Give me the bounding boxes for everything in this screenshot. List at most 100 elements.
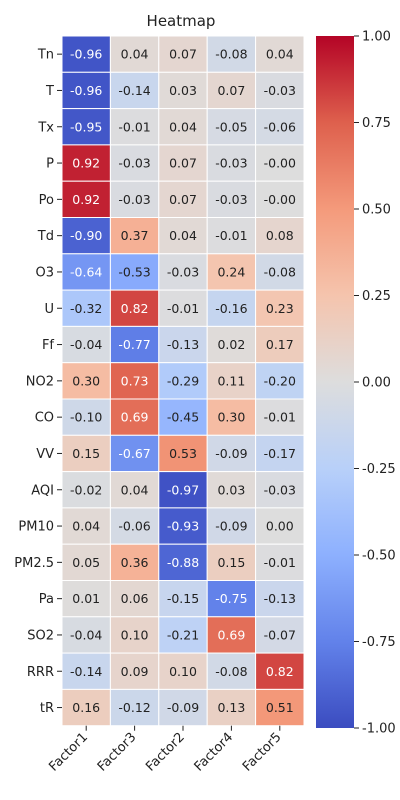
column-label: Factor5 (240, 730, 285, 775)
cell-value-label: -0.01 (167, 301, 199, 316)
heatmap-cell (158, 398, 208, 436)
colorbar: 1.00 0.75 0.50 0.25 0.00 -0.25 -0.50 -0.75 -1.00 (316, 30, 396, 737)
cell-value-label: 0.82 (266, 664, 294, 679)
cell-value-label: 0.23 (266, 301, 294, 316)
cell-value-label: -0.20 (264, 373, 296, 388)
cell-value-label: 0.13 (217, 700, 245, 715)
row-label: PM10 (18, 520, 54, 535)
cell-value-labels: -0.96 0.04 0.07 -0.08 0.04 -0.96 -0.14 0.03 0.07… (70, 47, 296, 715)
heatmap-cell (206, 616, 257, 654)
heatmap-cell (61, 507, 111, 545)
cell-value-label: -0.03 (118, 192, 150, 207)
cell-value-label: 0.16 (72, 700, 100, 715)
colorbar-tick-label: -0.75 (362, 635, 396, 650)
row-label: Td (37, 229, 54, 244)
cell-value-label: 0.11 (217, 373, 245, 388)
cell-value-label: -0.01 (118, 119, 150, 134)
heatmap-cell (158, 180, 208, 218)
heatmap-cell (206, 108, 257, 146)
cell-value-label: -0.45 (167, 410, 199, 425)
heatmap-cell (61, 253, 111, 291)
cell-value-label: -0.96 (70, 47, 102, 62)
cell-value-label: 0.10 (121, 627, 149, 642)
cell-value-label: -0.77 (118, 337, 150, 352)
cell-value-label: -0.32 (70, 301, 102, 316)
cell-value-label: -0.03 (264, 482, 296, 497)
cell-value-label: 0.30 (72, 373, 100, 388)
cell-value-label: -0.00 (264, 192, 296, 207)
colorbar-tick-label: 0.50 (362, 203, 391, 218)
cell-value-label: 0.04 (121, 482, 149, 497)
cell-value-label: -0.03 (264, 83, 296, 98)
cell-value-label: 0.06 (121, 591, 149, 606)
heatmap-cell (206, 471, 257, 509)
heatmap-cell (255, 652, 305, 690)
cell-value-label: 0.02 (217, 337, 245, 352)
colorbar-gradient (316, 36, 354, 728)
cell-value-label: 0.51 (266, 700, 294, 715)
heatmap-cell (109, 580, 160, 618)
cell-value-label: 0.15 (217, 555, 245, 570)
colorbar-tick-label: 0.25 (362, 289, 391, 304)
row-label: U (44, 302, 54, 317)
cell-value-label: -0.03 (118, 156, 150, 171)
cell-value-label: 0.36 (121, 555, 149, 570)
cell-value-label: -0.12 (118, 700, 150, 715)
cell-value-label: 0.07 (169, 47, 197, 62)
row-label: CO (35, 411, 54, 426)
heatmap-cell (61, 180, 111, 218)
heatmap-cell (206, 652, 257, 690)
cell-value-label: -0.06 (118, 519, 150, 534)
cell-value-label: -0.75 (215, 591, 247, 606)
cell-value-label: -0.17 (264, 446, 296, 461)
heatmap-cell (255, 398, 305, 436)
cell-value-label: -0.00 (264, 156, 296, 171)
heatmap-cell (109, 616, 160, 654)
cell-value-label: -0.03 (167, 264, 199, 279)
heatmap-cell (206, 507, 257, 545)
cell-value-label: -0.09 (215, 446, 247, 461)
cell-value-label: 0.07 (169, 192, 197, 207)
row-label: VV (36, 447, 54, 462)
cell-value-label: 0.04 (121, 47, 149, 62)
heatmap-cell (206, 217, 257, 255)
heatmap-cell (158, 543, 208, 582)
cell-value-label: 0.03 (169, 83, 197, 98)
cell-value-label: -0.13 (167, 337, 199, 352)
row-label: Tn (37, 48, 54, 63)
colorbar-tick-label: -0.25 (362, 462, 396, 477)
row-label: RRR (27, 665, 54, 680)
heatmap-cell (206, 434, 257, 473)
column-labels: Factor1 Factor3 Factor2 Factor4 Factor5 (46, 725, 285, 775)
cell-value-label: -0.08 (215, 664, 247, 679)
cell-value-label: -0.13 (264, 591, 296, 606)
cell-value-label: -0.08 (264, 264, 296, 279)
cell-value-label: -0.04 (70, 627, 102, 642)
heatmap-cell (109, 217, 160, 255)
heatmap-cell (206, 362, 257, 400)
cell-value-label: -0.07 (264, 627, 296, 642)
heatmap-cell (109, 362, 160, 400)
cell-value-label: -0.02 (70, 482, 102, 497)
heatmap-cell (61, 688, 111, 727)
column-label: Factor3 (95, 730, 140, 775)
chart-title: Heatmap (147, 12, 216, 30)
heatmap-cell (61, 362, 111, 400)
heatmap-cell (158, 507, 208, 545)
cell-value-label: -0.29 (167, 373, 199, 388)
cell-value-label: 0.73 (121, 373, 149, 388)
cell-value-label: -0.67 (118, 446, 150, 461)
heatmap-cells (61, 35, 305, 727)
cell-value-label: 0.92 (72, 192, 100, 207)
heatmap-cell (61, 434, 111, 473)
cell-value-label: -0.14 (118, 83, 150, 98)
heatmap-cell (158, 580, 208, 618)
cell-value-label: -0.53 (118, 264, 150, 279)
row-label: tR (40, 701, 54, 716)
row-label: Po (39, 193, 54, 208)
cell-value-label: 0.07 (169, 156, 197, 171)
heatmap-cell (109, 507, 160, 545)
heatmap-cell (61, 471, 111, 509)
heatmap-cell (255, 217, 305, 255)
row-label: T (45, 84, 54, 99)
